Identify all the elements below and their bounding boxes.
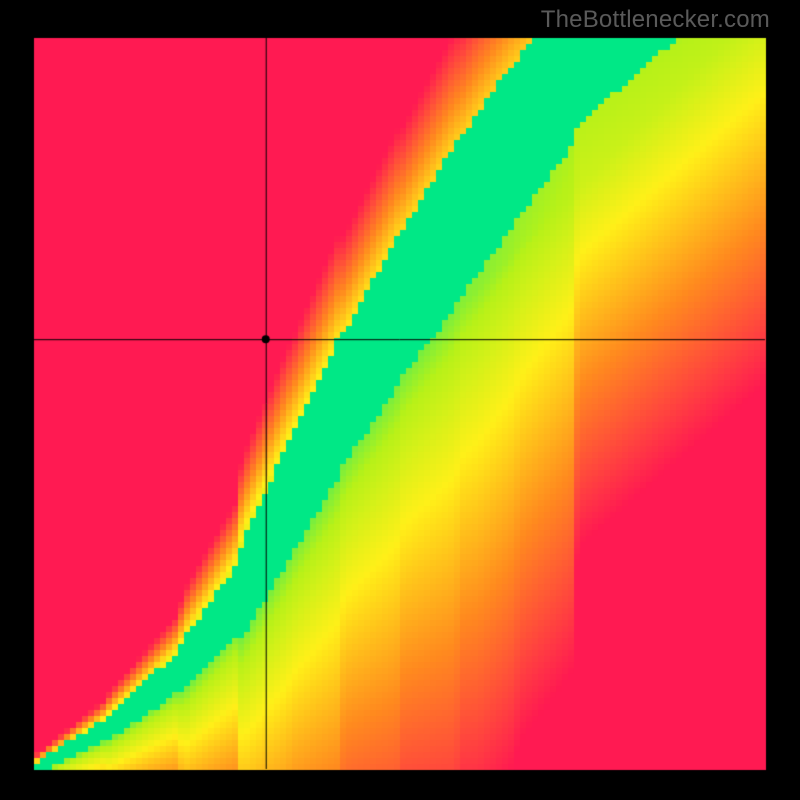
bottleneck-heatmap	[0, 0, 800, 800]
watermark-text: TheBottlenecker.com	[541, 6, 770, 34]
